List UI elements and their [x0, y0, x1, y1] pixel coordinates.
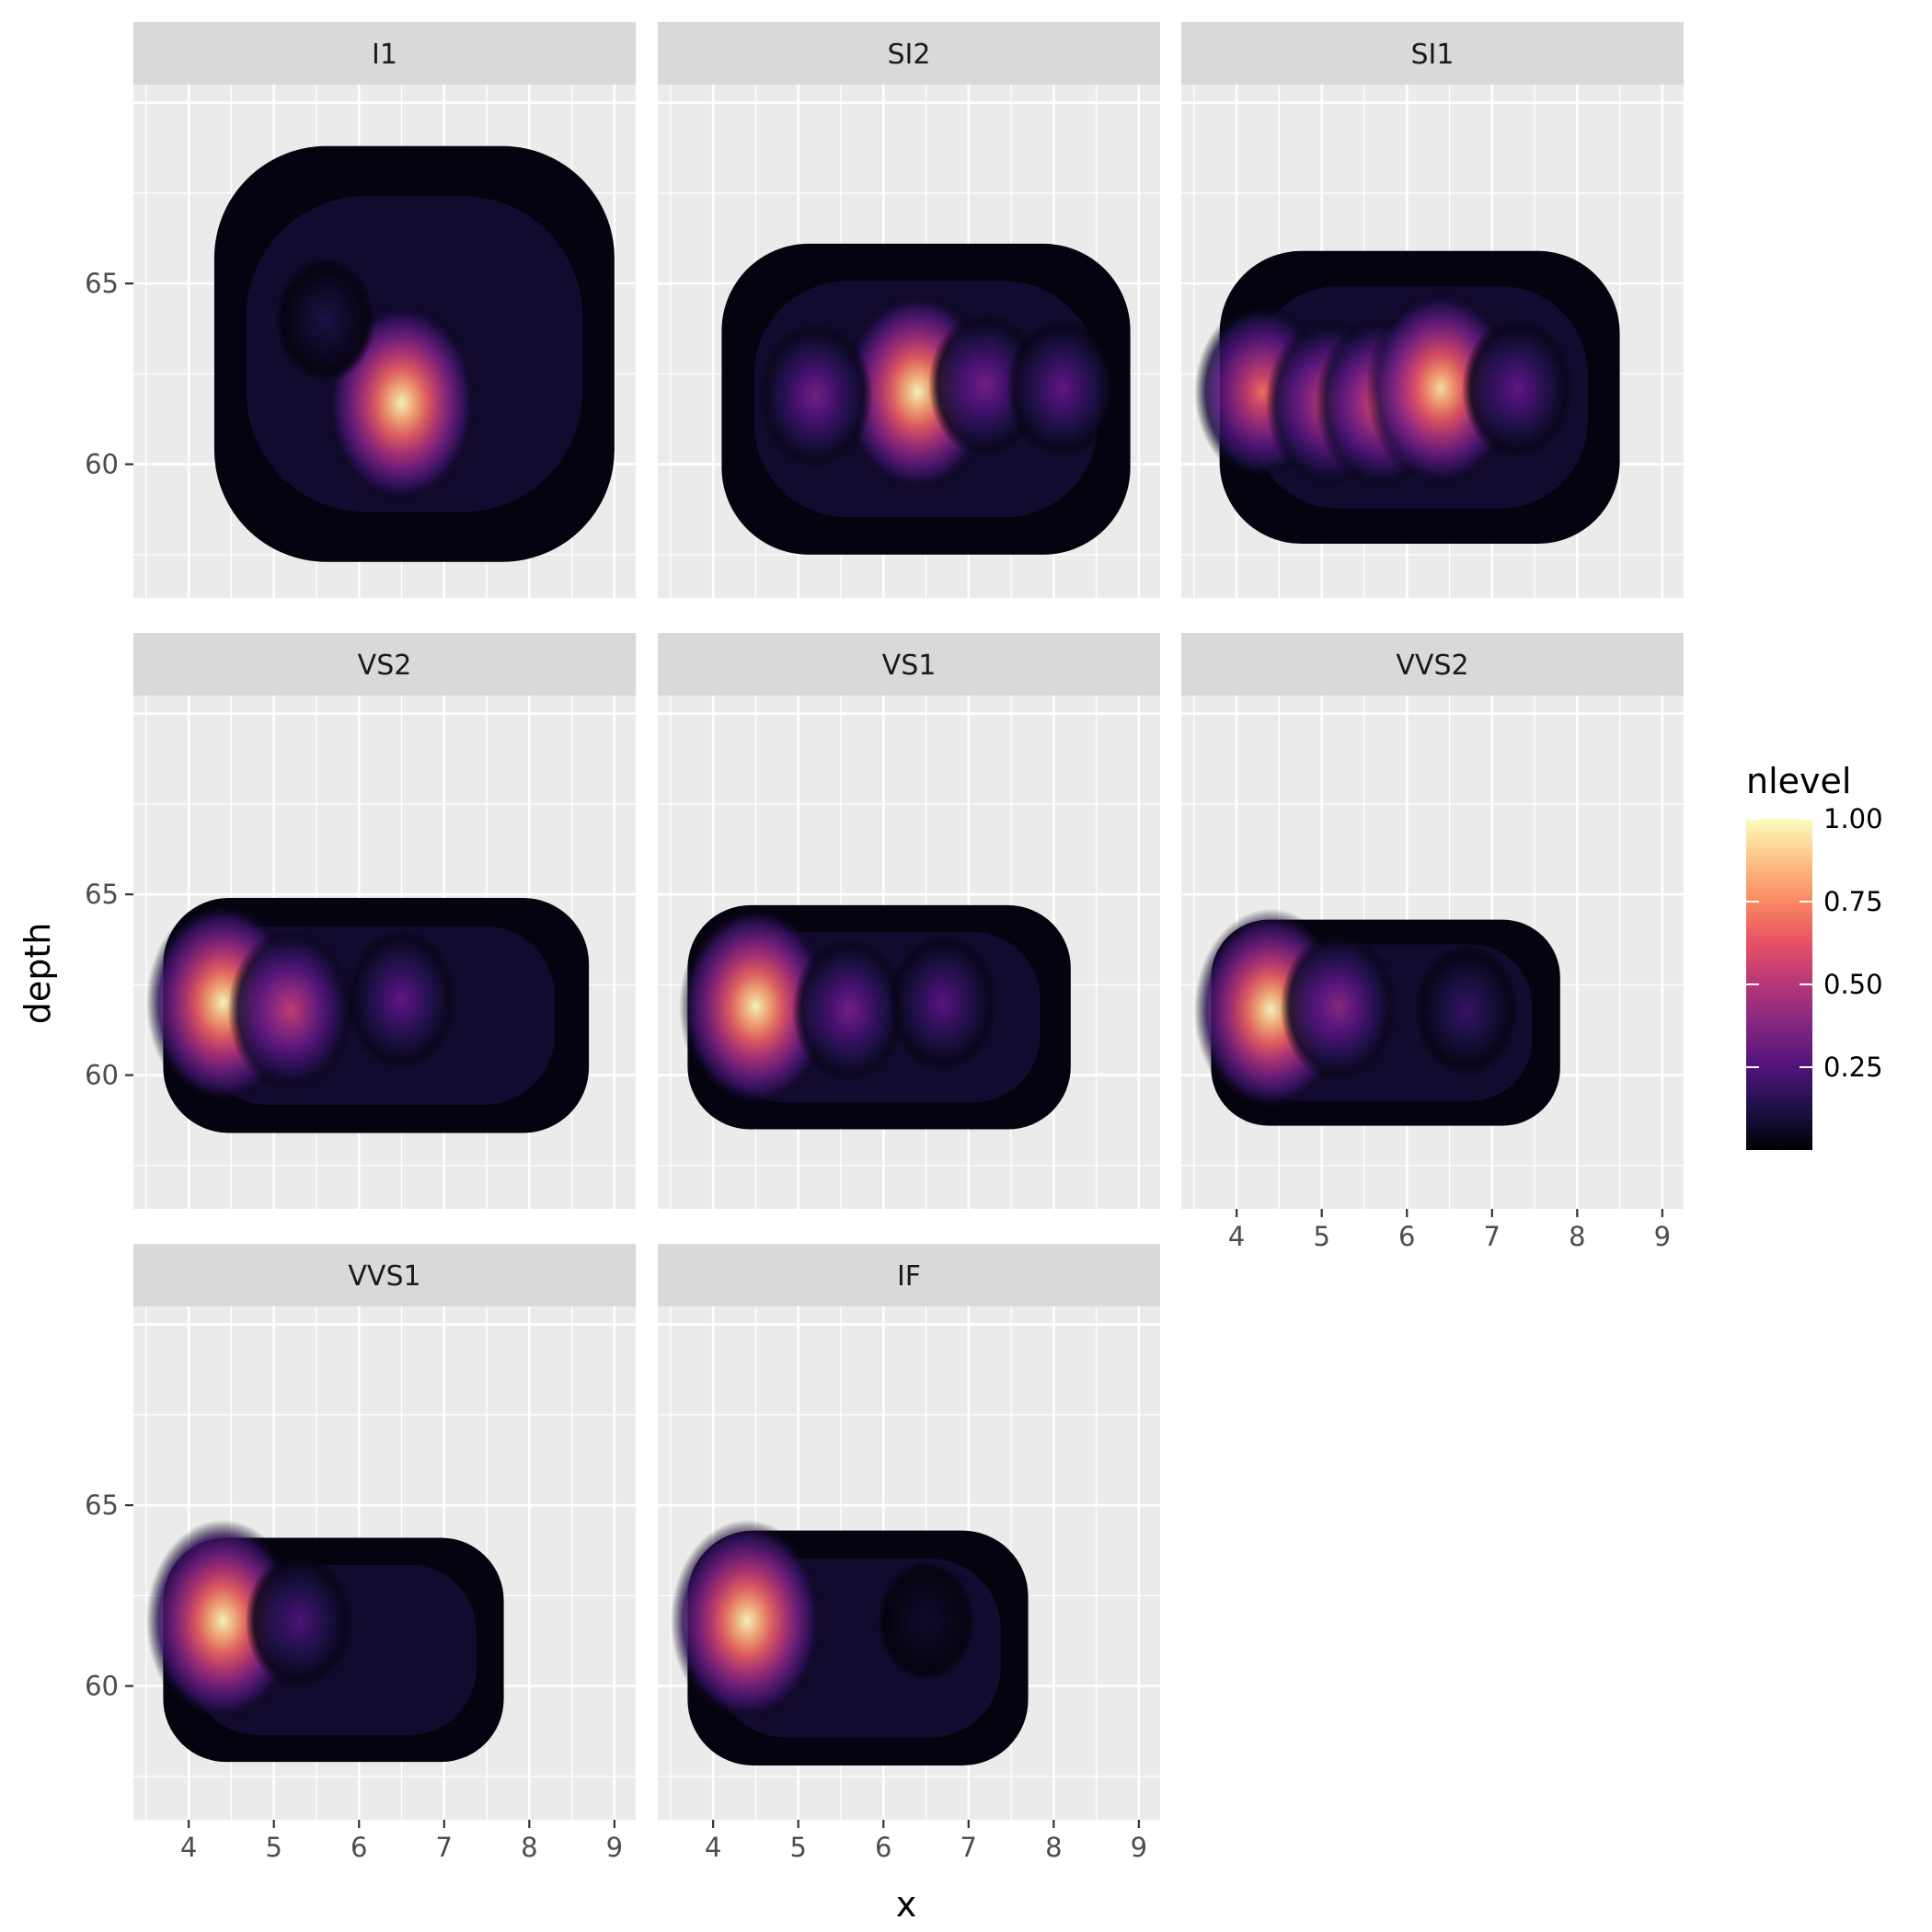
density-field: [145, 1519, 504, 1763]
density-peak: [888, 932, 998, 1074]
density-peak: [274, 256, 376, 383]
density-peak: [1461, 317, 1574, 460]
facet-strip: [133, 633, 636, 696]
facet-strip: [133, 1244, 636, 1306]
density-peak: [1413, 943, 1520, 1077]
density-peak: [791, 937, 907, 1084]
density-peak: [877, 1559, 975, 1683]
facet-strip: [1181, 22, 1684, 85]
x-tick-label: 7: [1484, 1221, 1501, 1252]
x-axis-title: x: [896, 1884, 917, 1925]
density-peak: [1006, 317, 1119, 460]
y-tick-label: 60: [85, 1671, 119, 1702]
x-tick-label: 6: [1398, 1221, 1415, 1252]
facet-strip-label: VVS1: [348, 1260, 420, 1293]
x-tick-label: 4: [705, 1832, 721, 1863]
x-tick-label: 4: [1228, 1221, 1245, 1252]
density-peak: [145, 1519, 300, 1722]
colorbar-tick-label: 0.25: [1823, 1052, 1883, 1083]
x-tick-label: 5: [789, 1832, 806, 1863]
x-tick-label: 6: [351, 1832, 367, 1863]
facet-strip-label: IF: [897, 1260, 921, 1293]
facet-strip: [658, 633, 1160, 696]
density-field: [670, 1519, 1029, 1766]
x-tick-label: 6: [875, 1832, 891, 1863]
y-tick-label: 65: [85, 268, 119, 299]
density-peak: [679, 904, 833, 1108]
density-peak: [670, 1519, 824, 1722]
facet-vvs2: VVS2 4 5 6 7 8 9: [1181, 633, 1684, 1252]
x-tick-label: 9: [1654, 1221, 1671, 1252]
facet-strip-label: SI2: [888, 39, 931, 71]
facet-strip: [133, 22, 636, 85]
facet-if: IF 4 5 6 7 8 9: [658, 1244, 1160, 1863]
density-field: [721, 243, 1131, 555]
facet-vs1: VS1: [658, 633, 1160, 1209]
density-field: [679, 904, 1071, 1130]
x-tick-label: 4: [180, 1832, 197, 1863]
facet-strip-label: SI1: [1411, 39, 1455, 71]
y-tick-label: 60: [85, 449, 119, 480]
y-tick-label: 65: [85, 879, 119, 910]
density-peak: [345, 928, 458, 1071]
facet-strip-label: VS1: [882, 650, 937, 682]
x-tick-label: 8: [521, 1832, 537, 1863]
x-tick-label: 7: [436, 1832, 453, 1863]
y-tick-label: 60: [85, 1060, 119, 1091]
density-peak: [1280, 931, 1398, 1082]
density-field: [213, 145, 615, 562]
facet-i1: I1 60 65: [85, 22, 636, 598]
y-axis-title: depth: [17, 923, 58, 1025]
facet-strip-label: I1: [372, 39, 397, 71]
facet-strip-label: VS2: [358, 650, 412, 682]
density-field: [1194, 250, 1620, 545]
density-peak: [227, 928, 354, 1092]
density-peak: [245, 1552, 354, 1690]
x-tick-label: 5: [265, 1832, 282, 1863]
density-field: [145, 898, 590, 1133]
facet-strip: [1181, 633, 1684, 696]
facet-si2: SI2: [658, 22, 1160, 598]
facet-vvs1: VVS1 60 65 4 5 6 7 8 9: [85, 1244, 636, 1863]
legend-title: nlevel: [1746, 761, 1851, 801]
x-tick-label: 9: [1131, 1832, 1147, 1863]
facet-strip-label: VVS2: [1396, 650, 1468, 682]
colorbar-tick-label: 0.50: [1823, 969, 1883, 1000]
density-peak: [757, 322, 873, 469]
x-tick-label: 8: [1045, 1832, 1062, 1863]
nlevel-colorbar-legend: nlevel 0.25 0.50 0.75 1.00: [1746, 761, 1883, 1150]
y-tick-label: 65: [85, 1489, 119, 1521]
x-tick-label: 5: [1313, 1221, 1329, 1252]
colorbar-tick-label: 0.75: [1823, 886, 1883, 917]
facet-strip: [658, 22, 1160, 85]
density-field: [1193, 908, 1560, 1126]
facet-si1: SI1: [1181, 22, 1684, 598]
colorbar-tick-label: 1.00: [1823, 803, 1883, 834]
facet-vs2: VS2 60 65: [85, 633, 636, 1209]
x-tick-label: 9: [606, 1832, 623, 1863]
x-tick-label: 8: [1569, 1221, 1585, 1252]
facet-strip: [658, 1244, 1160, 1306]
x-tick-label: 7: [960, 1832, 977, 1863]
